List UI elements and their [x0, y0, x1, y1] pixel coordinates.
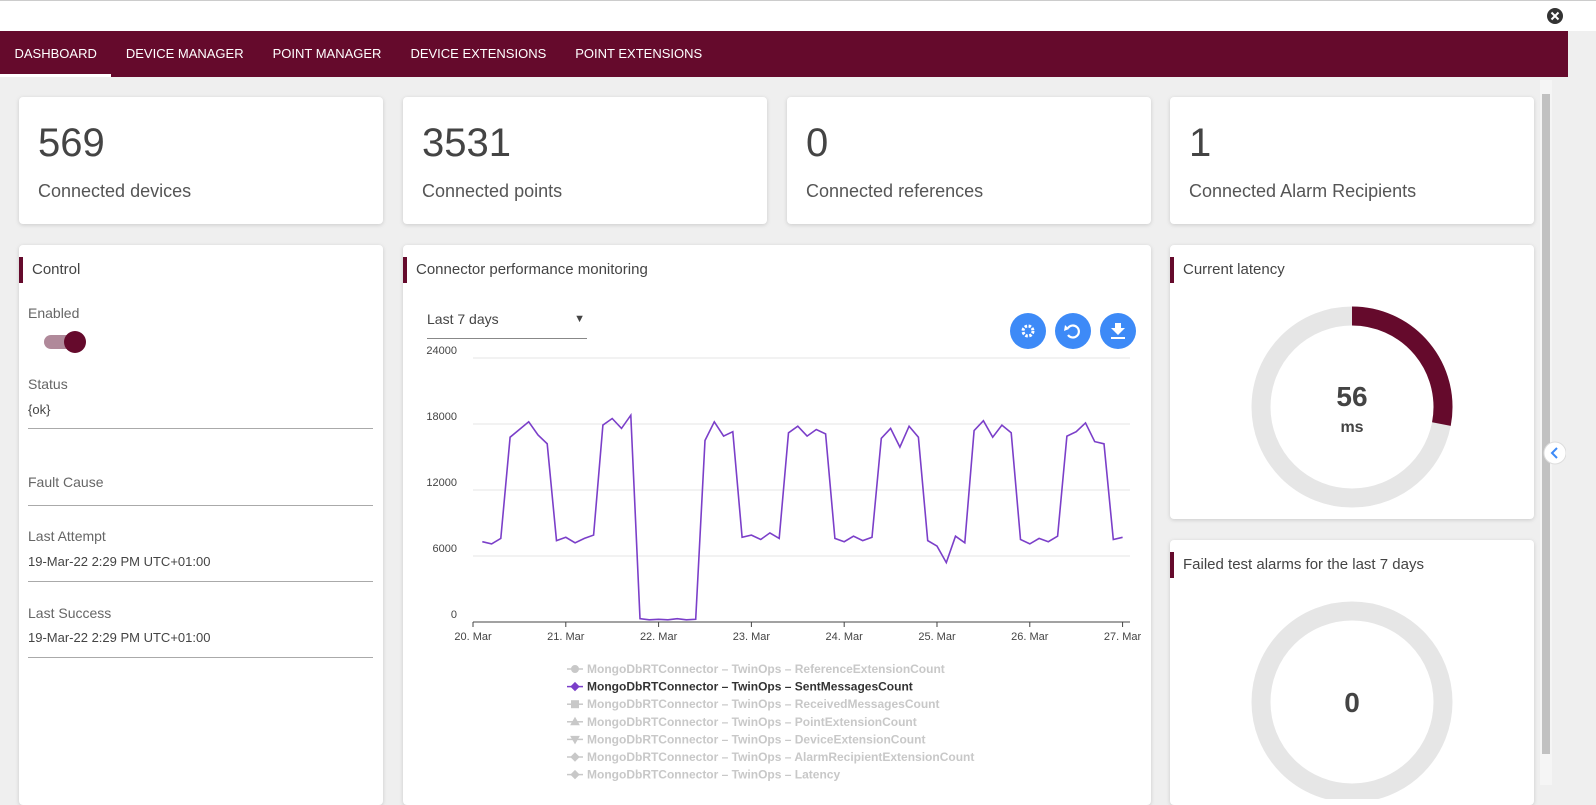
nav-tab[interactable]: POINT EXTENSIONS — [575, 46, 703, 61]
x-tick-label: 21. Mar — [547, 631, 585, 643]
legend-label: MongoDbRTConnector – TwinOps – ReceivedM… — [587, 697, 940, 711]
legend-label: MongoDbRTConnector – TwinOps – DeviceExt… — [587, 732, 925, 746]
range-label: Last 7 days — [427, 311, 499, 327]
enabled-label: Enabled — [28, 305, 80, 321]
stat-value: 3531 — [422, 121, 511, 165]
line-chart: 0 6000 12000 18000 24000 20. Mar 21. Mar 22. Ma… — [426, 313, 1142, 782]
y-tick-label: 6000 — [433, 543, 457, 555]
legend-marker — [570, 716, 580, 726]
chart-panel: Connector performance monitoring Last 7 … — [403, 245, 1151, 805]
x-tick-label: 23. Mar — [733, 631, 771, 643]
panel-title: Connector performance monitoring — [403, 257, 648, 283]
gauge-unit: ms — [1340, 419, 1363, 436]
field-label: Fault Cause — [28, 474, 104, 490]
field-underline — [28, 428, 373, 429]
side-toggle[interactable] — [1542, 440, 1566, 466]
stat-label: Connected devices — [38, 181, 192, 201]
field-value: 19-Mar-22 2:29 PM UTC+01:00 — [28, 554, 211, 569]
field-value: {ok} — [28, 402, 51, 417]
download-button[interactable] — [1100, 313, 1136, 349]
stat-card: 1 Connected Alarm Recipients — [1170, 97, 1534, 224]
nav-tab[interactable]: DEVICE EXTENSIONS — [410, 46, 547, 61]
nav-tab[interactable]: DASHBOARD — [0, 31, 112, 77]
gauge-track — [1251, 601, 1453, 799]
stat-value: 0 — [806, 121, 829, 165]
panel-title: Control — [19, 257, 80, 283]
field-label: Status — [28, 376, 68, 392]
x-tick-label: 25. Mar — [918, 631, 956, 643]
x-tick-label: 27. Mar — [1104, 631, 1142, 643]
field-label: Last Success — [28, 605, 112, 621]
legend-label: MongoDbRTConnector – TwinOps – PointExte… — [587, 715, 917, 729]
enabled-toggle[interactable] — [41, 330, 91, 354]
field-underline — [28, 581, 373, 582]
scroll-thumb[interactable] — [1542, 94, 1550, 754]
settings-button[interactable] — [1010, 313, 1046, 349]
alarms-panel: Failed test alarms for the last 7 days 0 — [1170, 540, 1534, 805]
top-bar — [0, 0, 1596, 31]
stat-card: 569 Connected devices — [19, 97, 383, 224]
control-panel: Control Enabled Status {ok} Fault Cause … — [19, 245, 383, 805]
stat-label: Connected references — [806, 181, 984, 201]
x-tick-label: 20. Mar — [454, 631, 492, 643]
dropdown-arrow: ▼ — [574, 313, 585, 325]
legend-marker — [570, 681, 580, 692]
x-tick-label: 22. Mar — [640, 631, 678, 643]
legend-label: MongoDbRTConnector – TwinOps – Reference… — [587, 662, 945, 676]
gauge-value: 56 — [1336, 381, 1367, 412]
y-tick-label: 18000 — [426, 411, 457, 423]
range-dropdown[interactable]: Last 7 days ▼ — [427, 311, 587, 339]
y-tick-label: 12000 — [426, 477, 457, 489]
gauge-arc — [1351, 306, 1453, 426]
stat-card: 3531 Connected points — [403, 97, 767, 224]
legend-label: MongoDbRTConnector – TwinOps – SentMessa… — [587, 680, 913, 694]
gauge-value: 0 — [1344, 687, 1360, 718]
scrollbar[interactable] — [1540, 80, 1552, 785]
nav-tab[interactable]: POINT MANAGER — [272, 46, 382, 61]
field-underline — [28, 657, 373, 658]
field-value: 19-Mar-22 2:29 PM UTC+01:00 — [28, 630, 211, 645]
x-tick-label: 24. Mar — [826, 631, 864, 643]
field-label: Last Attempt — [28, 528, 106, 544]
nav-tab[interactable]: DEVICE MANAGER — [125, 46, 244, 61]
nav-bar: DASHBOARD DEVICE MANAGER POINT MANAGER DEVI… — [0, 31, 1568, 77]
legend-marker — [570, 769, 580, 780]
reset-button[interactable] — [1055, 313, 1091, 349]
latency-panel: Current latency 56 ms — [1170, 245, 1534, 519]
field-underline — [28, 505, 373, 506]
stat-label: Connected Alarm Recipients — [1189, 181, 1417, 201]
alarms-gauge: 0 — [1251, 601, 1453, 799]
legend-label: MongoDbRTConnector – TwinOps – Latency — [587, 768, 840, 782]
panel-title: Failed test alarms for the last 7 days — [1170, 552, 1424, 578]
legend-label: MongoDbRTConnector – TwinOps – AlarmReci… — [587, 750, 974, 764]
stat-card: 0 Connected references — [787, 97, 1151, 224]
series-line — [482, 412, 1123, 621]
stat-label: Connected points — [422, 181, 563, 201]
panel-title: Current latency — [1170, 257, 1285, 283]
legend-marker — [570, 735, 580, 745]
stat-value: 1 — [1189, 121, 1212, 165]
y-tick-label: 24000 — [426, 345, 457, 357]
legend-marker — [570, 752, 580, 762]
y-tick-label: 0 — [451, 609, 457, 621]
legend-marker — [571, 700, 579, 709]
latency-gauge: 56 ms — [1251, 306, 1453, 508]
x-tick-label: 26. Mar — [1011, 631, 1049, 643]
close-button[interactable] — [1546, 7, 1564, 25]
stat-value: 569 — [38, 121, 105, 165]
legend-marker — [571, 665, 579, 673]
